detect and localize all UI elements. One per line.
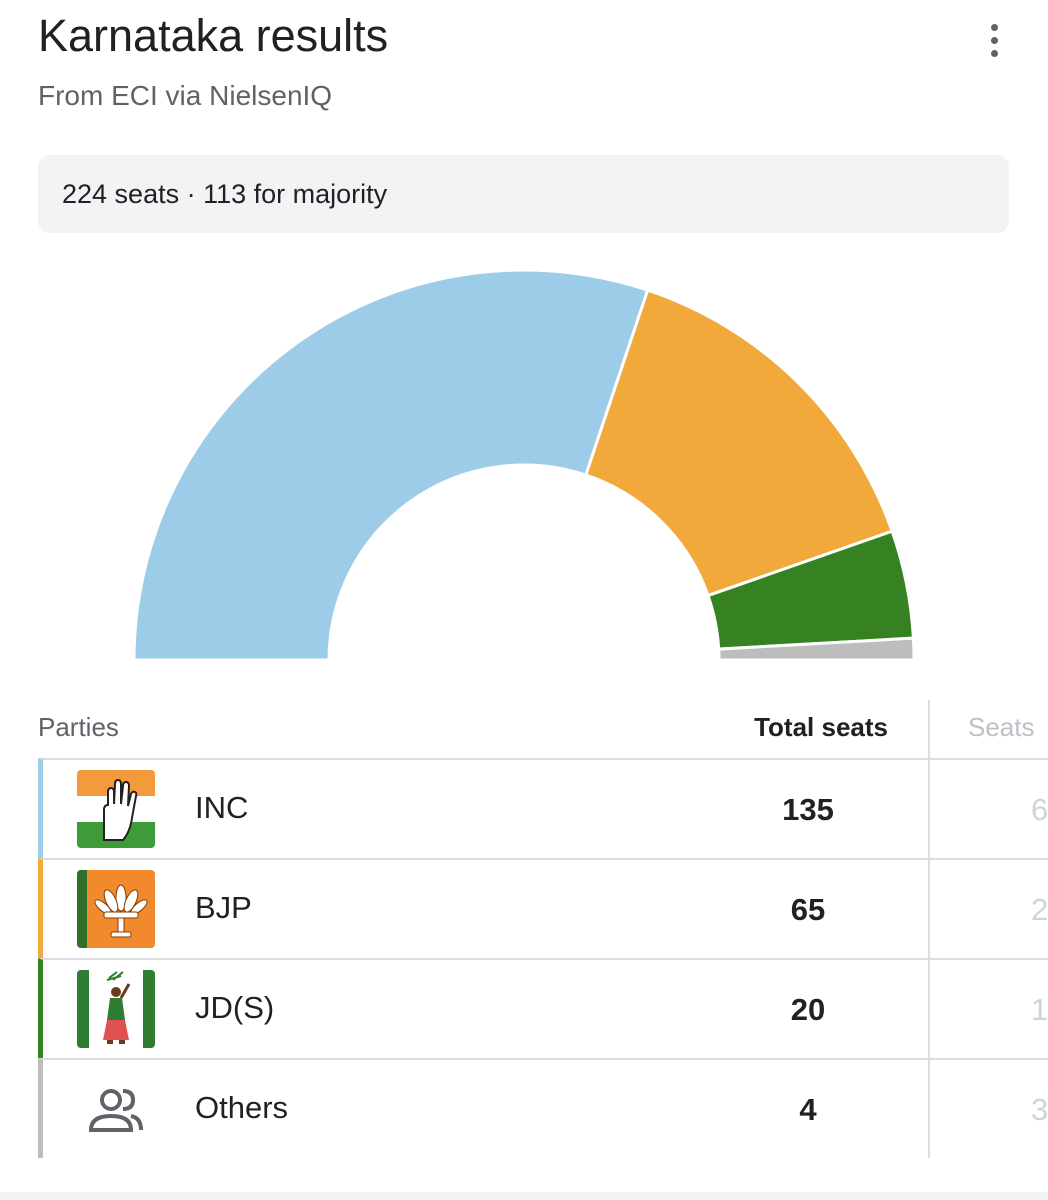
inc-hand-logo-icon	[77, 770, 155, 848]
table-header: Parties Total seats Seats	[0, 700, 1048, 758]
bjp-lotus-logo-icon	[77, 870, 155, 948]
party-row-jds[interactable]: JD(S) 20 1	[38, 958, 1048, 1058]
party-seats-next-col: 6	[1031, 792, 1048, 827]
seats-summary-chip: 224 seats · 113 for majority	[38, 155, 1009, 233]
party-name: BJP	[195, 890, 252, 925]
more-options-button[interactable]	[974, 16, 1014, 64]
header-parties: Parties	[38, 712, 119, 742]
chart-slice-inc[interactable]	[132, 268, 650, 662]
party-row-inc[interactable]: INC 135 6	[38, 758, 1048, 858]
party-total-seats: 65	[790, 892, 826, 927]
party-row-bjp[interactable]: BJP 65 2	[38, 858, 1048, 958]
party-total-seats: 4	[799, 1092, 817, 1127]
header-total-seats[interactable]: Total seats	[754, 712, 888, 742]
party-total-seats: 135	[782, 792, 834, 827]
more-vert-icon-dot	[990, 36, 998, 44]
chart-slice-others[interactable]	[717, 636, 916, 662]
jds-farmer-logo-icon	[77, 970, 155, 1048]
party-name: JD(S)	[195, 990, 275, 1025]
seats-summary-text: 224 seats · 113 for majority	[62, 178, 388, 209]
group-people-icon	[77, 1070, 155, 1148]
source-subtitle: From ECI via NielsenIQ	[38, 80, 333, 111]
party-name: Others	[195, 1090, 289, 1125]
party-name: INC	[195, 790, 249, 825]
more-vert-icon	[990, 23, 998, 31]
seat-distribution-chart	[132, 268, 916, 662]
more-vert-icon-dot	[990, 49, 998, 57]
party-seats-next-col: 2	[1031, 892, 1048, 927]
header-seats[interactable]: Seats	[968, 712, 1035, 742]
party-total-seats: 20	[790, 992, 826, 1027]
column-divider	[928, 700, 930, 1158]
bottom-divider	[0, 1192, 1048, 1200]
party-row-others[interactable]: Others 4 3	[38, 1058, 1048, 1158]
chart-slice-bjp[interactable]	[583, 288, 895, 598]
party-table: INC 135 6	[38, 758, 1048, 1158]
party-seats-next-col: 3	[1031, 1092, 1048, 1127]
page-title: Karnataka results	[38, 10, 389, 61]
party-seats-next-col: 1	[1031, 992, 1048, 1027]
